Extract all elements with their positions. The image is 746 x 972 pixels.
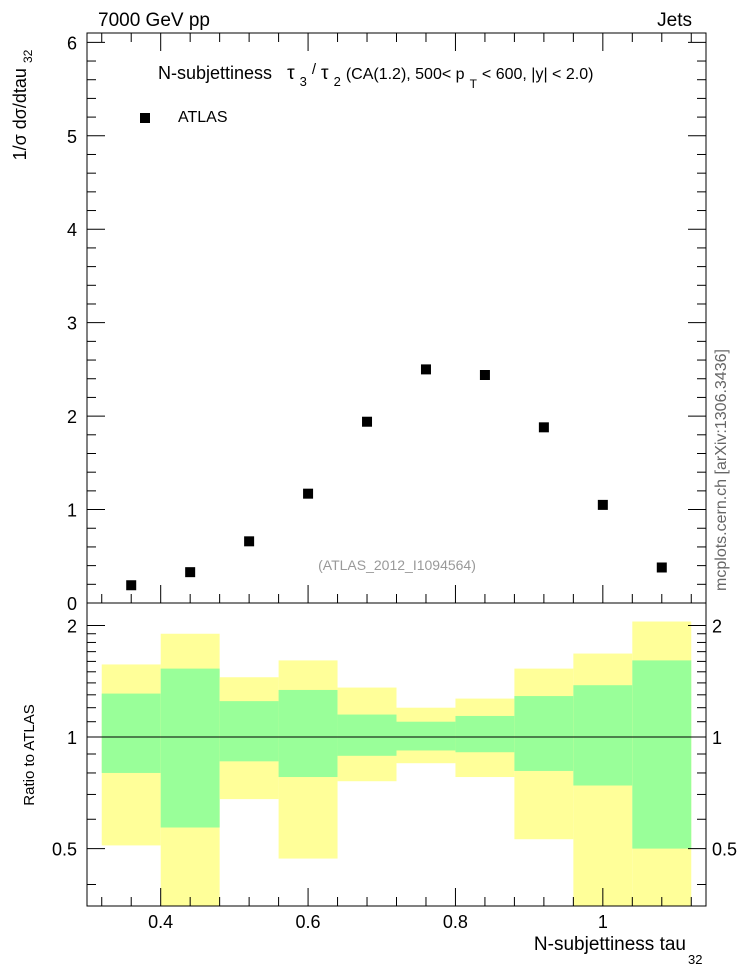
title-mid: (CA(1.2), 500< p — [346, 66, 465, 83]
header-energy-label: 7000 GeV pp — [98, 10, 210, 31]
ratio-inner-band-bin — [278, 689, 338, 778]
ratio-x-tick-label: 1 — [598, 912, 608, 932]
ratio-y-axis: 0.5 0.5 1 1 2 2 — [52, 616, 737, 886]
atlas-data-point — [362, 416, 373, 427]
main-y-tick-label: 1 — [67, 501, 77, 521]
ratio-y-axis-label: Ratio to ATLAS — [21, 704, 38, 805]
ratio-x-tick-label: 0.4 — [148, 912, 173, 932]
ratio-x-axis: 0.4 0.6 0.8 1 — [101, 888, 692, 932]
main-y-axis: 0 1 2 3 4 5 6 — [67, 33, 706, 614]
atlas-data-point — [303, 488, 314, 499]
ratio-inner-band-bin — [160, 668, 220, 828]
main-y-tick-label: 4 — [67, 220, 77, 240]
main-y-tick-label: 5 — [67, 127, 77, 147]
title-tau2: τ — [321, 63, 329, 84]
main-y-axis-label: 1/σ dσ/dtau 32 — [10, 49, 35, 160]
main-y-tick-label: 0 — [67, 594, 77, 614]
ratio-inner-band-bin — [514, 696, 574, 771]
analysis-id-label: (ATLAS_2012_I1094564) — [318, 557, 476, 573]
atlas-data-point — [597, 499, 608, 510]
ratio-inner-band-bin — [573, 685, 633, 786]
title-slash: / — [312, 61, 317, 78]
main-data-points — [126, 364, 667, 591]
title-suffix: < 600, |y| < 2.0) — [482, 66, 594, 83]
legend-atlas-label: ATLAS — [178, 109, 228, 126]
legend-atlas-marker — [140, 113, 150, 123]
ratio-bands — [101, 621, 692, 906]
main-y-axis-label-text: 1/σ dσ/dtau — [10, 68, 30, 160]
ratio-x-axis-label-sub: 32 — [688, 952, 702, 967]
main-y-tick-label: 3 — [67, 314, 77, 334]
ratio-inner-band-bin — [396, 721, 456, 751]
ratio-x-tick-label: 0.8 — [443, 912, 468, 932]
atlas-data-point — [420, 364, 431, 375]
ratio-x-tick-label: 0.6 — [296, 912, 321, 932]
atlas-data-point — [244, 536, 255, 547]
main-y-tick-label: 6 — [67, 33, 77, 53]
main-y-tick-label: 2 — [67, 407, 77, 427]
ratio-y-tick-label: 0.5 — [52, 840, 77, 860]
atlas-data-point — [656, 562, 667, 573]
ratio-inner-band-bin — [219, 701, 279, 762]
ratio-y-tick-label: 2 — [67, 616, 77, 636]
ratio-y-tick-label-right: 2 — [712, 616, 722, 636]
ratio-y-tick-label: 1 — [67, 728, 77, 748]
ratio-plot-panel: 0.5 0.5 1 1 2 2 0.4 0.6 0.8 1 Ratio to ATLAS N-s… — [21, 602, 737, 967]
main-y-axis-label-sub: 32 — [21, 49, 35, 63]
atlas-data-point — [538, 422, 549, 433]
side-source-label: mcplots.cern.ch [arXiv:1306.3436] — [713, 349, 730, 591]
ratio-y-tick-label-right: 0.5 — [712, 840, 737, 860]
atlas-data-point — [185, 567, 196, 578]
title-tau3: τ — [287, 63, 295, 84]
ratio-x-axis-label: N-subjettiness tau — [534, 934, 686, 955]
ratio-inner-band-bin — [337, 714, 397, 756]
ratio-y-tick-label-right: 1 — [712, 728, 722, 748]
title-prefix: N-subjettiness — [158, 63, 272, 83]
main-x-ticks — [101, 33, 692, 603]
header-jets-label: Jets — [657, 10, 692, 31]
ratio-inner-band-bin — [455, 715, 515, 753]
main-plot-title: N-subjettiness τ 3 / τ 2 (CA(1.2), 500< … — [158, 58, 593, 92]
ratio-inner-band-bin — [632, 660, 692, 849]
title-tau3-sub: 3 — [300, 74, 307, 89]
title-tau2-sub: 2 — [334, 74, 341, 89]
title-pt-sub: T — [470, 77, 478, 91]
ratio-x-axis-label-text: N-subjettiness tau — [534, 934, 686, 955]
atlas-data-point — [479, 370, 490, 380]
ratio-inner-band-bin — [101, 693, 161, 773]
atlas-data-point — [126, 580, 137, 591]
main-plot-panel: 0 1 2 3 4 5 6 N-subjettiness τ 3 / τ 2 (CA(1.2… — [10, 32, 707, 614]
